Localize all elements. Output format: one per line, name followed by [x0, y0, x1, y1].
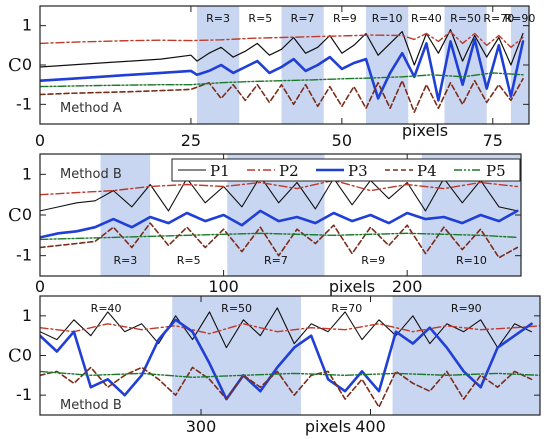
region-label: R=90 [505, 12, 536, 25]
region-label: R=40 [411, 12, 442, 25]
x-tick-label: 400 [355, 417, 386, 436]
region-shade [196, 6, 240, 124]
y-tick-label: 0 [22, 55, 32, 74]
x-tick-label: 0 [35, 131, 45, 150]
chart-panel-top: R=3 R=5 R=7 R=9 R=10 R=40 R=50 R=70R=90 0 25 50 75 1… [8, 5, 536, 150]
region-label: R=3 [206, 12, 230, 25]
x-tick-label: 200 [392, 277, 423, 296]
legend: P1 P2 P3 P4 P5 [171, 158, 521, 182]
region-label: R=70 [331, 302, 362, 315]
series-line-p4 [40, 222, 519, 259]
region-label: R=50 [450, 12, 481, 25]
x-tick-label: 50 [332, 131, 352, 150]
region-label: R=10 [372, 12, 403, 25]
region-shade [172, 296, 302, 415]
region-label: R=40 [91, 302, 122, 315]
x-axis-label: pixels [329, 277, 375, 296]
y-tick-label: 1 [22, 306, 32, 325]
x-tick-label: 75 [483, 131, 503, 150]
region-shade [100, 154, 151, 276]
series-line-p2 [40, 179, 518, 196]
legend-label: P3 [348, 162, 368, 180]
region-shade [366, 6, 409, 124]
series-line-p1 [40, 175, 518, 212]
series-line-p1 [40, 29, 524, 68]
chart-panel-middle: R=3 R=5 R=7 R=9 R=100 100 20010-1CpixelsMethod… [8, 153, 522, 296]
method-label: Method A [60, 101, 122, 116]
y-tick-label: 1 [22, 164, 32, 183]
series-line-p1 [40, 307, 533, 349]
series-line-p2 [40, 323, 540, 335]
legend-label: P2 [279, 162, 299, 180]
series-line-p2 [40, 30, 524, 48]
x-axis-label: pixels [402, 121, 448, 140]
series-line-p3 [40, 38, 525, 102]
series-line-p3 [40, 209, 519, 239]
y-tick-label: -1 [16, 94, 32, 113]
series-line-p5 [40, 232, 518, 241]
region-label: R=7 [264, 254, 288, 267]
region-label: R=3 [113, 254, 137, 267]
x-tick-label: 300 [186, 417, 217, 436]
region-label: R=10 [456, 254, 487, 267]
x-tick-label: 100 [208, 277, 239, 296]
region-label: R=9 [361, 254, 385, 267]
region-label: R=5 [177, 254, 201, 267]
y-tick-label: 0 [22, 346, 32, 365]
legend-label: P5 [486, 162, 506, 180]
region-shade [510, 6, 529, 124]
series-line-p4 [40, 366, 533, 408]
y-tick-label: -1 [16, 246, 32, 265]
region-label: R=5 [248, 12, 272, 25]
region-label: R=9 [333, 12, 357, 25]
series-line-p4 [40, 78, 524, 113]
y-tick-label: -1 [16, 385, 32, 404]
series-line-p5 [40, 370, 540, 378]
method-label: Method B [60, 398, 122, 413]
region-label: R=70 [483, 12, 514, 25]
region-label: R=7 [291, 12, 315, 25]
region-label: R=50 [221, 302, 252, 315]
method-label: Method B [60, 167, 122, 182]
y-axis-label: C [8, 205, 22, 226]
series-line-p3 [40, 318, 533, 401]
legend-label: P4 [417, 162, 437, 180]
x-axis-label: pixels [305, 417, 351, 436]
x-tick-label: 0 [35, 277, 45, 296]
y-axis-label: C [8, 55, 22, 76]
y-axis-label: C [8, 346, 22, 367]
series-line-p5 [40, 72, 524, 88]
y-tick-label: 1 [22, 16, 32, 35]
y-tick-label: 0 [22, 205, 32, 224]
region-label: R=90 [451, 302, 482, 315]
legend-label: P1 [210, 162, 230, 180]
x-tick-label: 25 [181, 131, 201, 150]
